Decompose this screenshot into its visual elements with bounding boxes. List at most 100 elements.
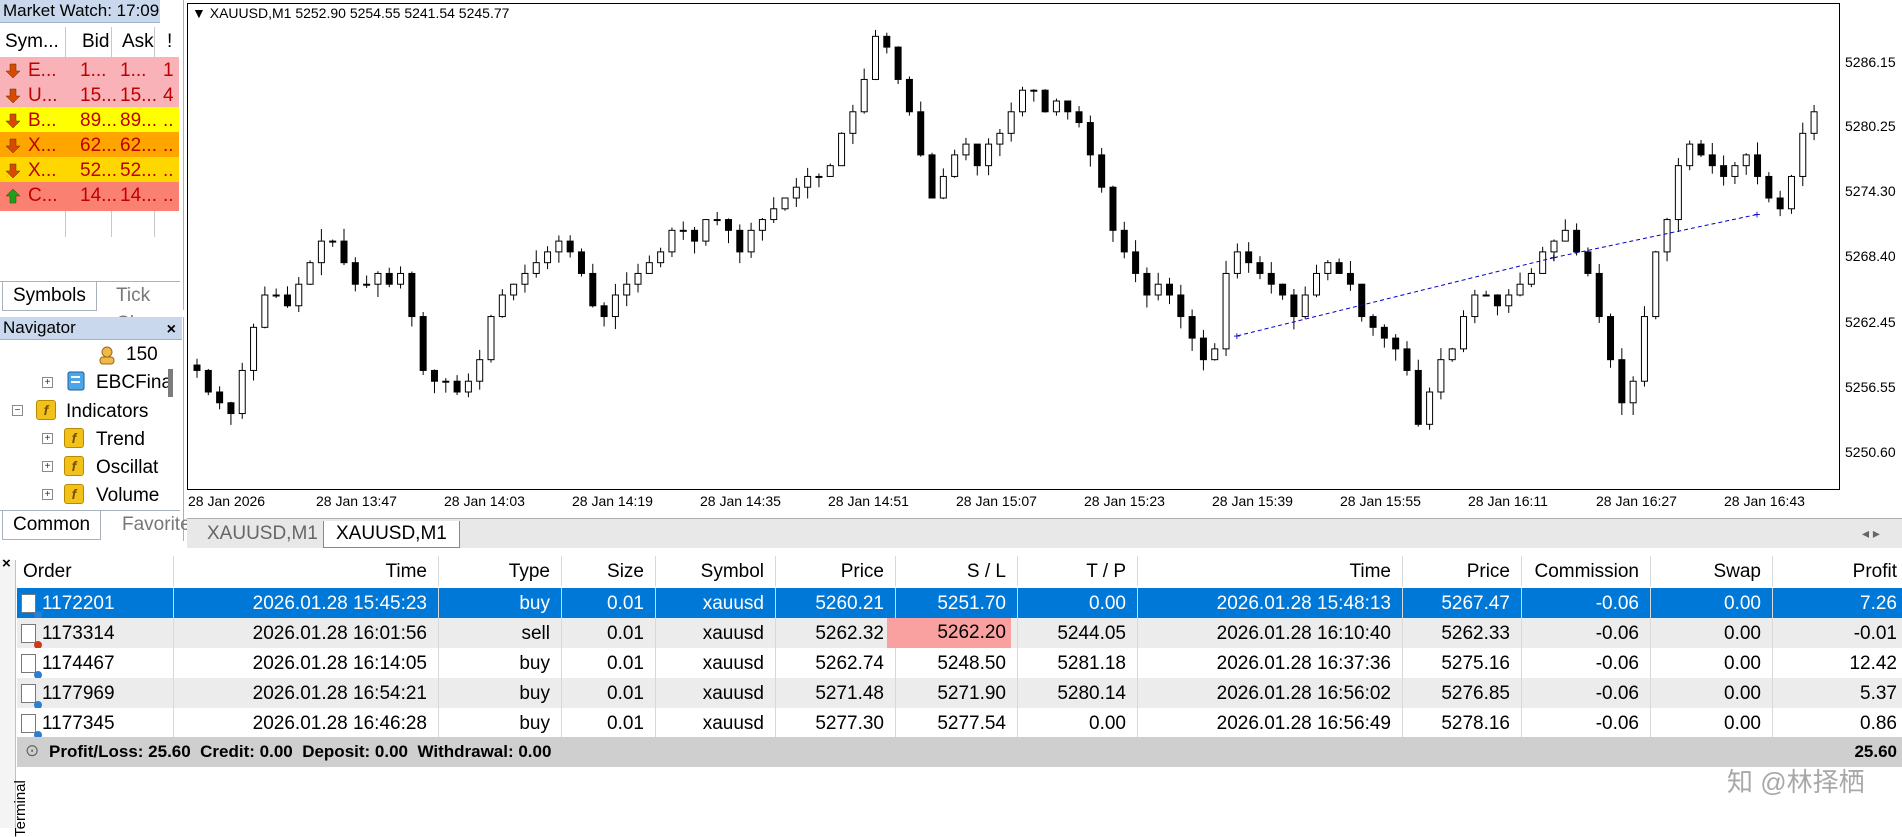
- column-header[interactable]: Profit: [1852, 561, 1897, 582]
- column-header[interactable]: Swap: [1713, 561, 1761, 582]
- candle: [340, 228, 348, 266]
- table-row[interactable]: 1177345 2026.01.28 16:46:28 buy 0.01 xauusd 5…: [17, 708, 1902, 739]
- candle: [464, 373, 472, 398]
- nav-item-server[interactable]: EBCFina: [96, 372, 173, 393]
- arrow-down-icon: [5, 113, 21, 129]
- chart-tab-2[interactable]: XAUUSD,M1: [323, 521, 460, 548]
- nav-item-volumes[interactable]: Volume: [96, 485, 160, 506]
- cell-time2: 2026.01.28 16:37:36: [1216, 653, 1391, 674]
- candle: [1098, 148, 1106, 193]
- candle: [487, 314, 495, 363]
- table-row[interactable]: 1173314 2026.01.28 16:01:56 sell 0.01 xauusd…: [17, 618, 1902, 649]
- candle: [600, 302, 608, 327]
- col-symbol[interactable]: Sym...: [5, 31, 59, 52]
- column-header[interactable]: Time: [385, 561, 427, 582]
- candle: [1516, 272, 1524, 297]
- candle: [770, 197, 778, 223]
- market-watch-row[interactable]: E... 1... 1... 1: [0, 57, 179, 86]
- column-header[interactable]: Symbol: [700, 561, 764, 582]
- mw-bid: 1...: [80, 60, 107, 81]
- navigator-close-icon[interactable]: ×: [166, 321, 176, 338]
- column-header[interactable]: T / P: [1086, 561, 1126, 582]
- cell-time: 2026.01.28 15:45:23: [252, 593, 427, 614]
- candle: [1392, 334, 1400, 361]
- market-watch-row[interactable]: B... 89... 89.....: [0, 107, 179, 136]
- candle: [1731, 162, 1739, 185]
- cell-symbol: xauusd: [702, 623, 764, 644]
- col-spread[interactable]: !: [167, 31, 173, 52]
- candle: [430, 369, 438, 394]
- column-header[interactable]: Size: [607, 561, 644, 582]
- candle: [804, 167, 812, 199]
- cell-tp: 5280.14: [1057, 683, 1126, 704]
- cell-swap: 0.00: [1724, 683, 1761, 704]
- cell-order: 1173314: [42, 623, 115, 644]
- nav-item-oscillators[interactable]: Oscillat: [96, 457, 159, 478]
- table-row[interactable]: 1172201 2026.01.28 15:45:23 buy 0.01 xauusd 5…: [17, 588, 1902, 619]
- chart-tab-1[interactable]: XAUUSD,M1: [207, 523, 318, 544]
- price-chart[interactable]: + + +: [188, 4, 1839, 489]
- column-header[interactable]: Order: [23, 561, 72, 582]
- expand-icon[interactable]: +: [42, 489, 53, 500]
- candle: [283, 286, 291, 308]
- x-tick-label: 28 Jan 16:11: [1468, 493, 1548, 509]
- col-ask[interactable]: Ask: [122, 31, 154, 52]
- tab-tick-chart[interactable]: Tick Cha: [116, 285, 151, 334]
- candle: [860, 68, 868, 114]
- tab-symbols[interactable]: Symbols: [2, 282, 97, 311]
- chart-plot-frame[interactable]: [187, 3, 1840, 490]
- column-header[interactable]: Type: [508, 561, 550, 582]
- table-row[interactable]: 1174467 2026.01.28 16:14:05 buy 0.01 xauusd 5…: [17, 648, 1902, 679]
- market-watch-row[interactable]: U... 15... 15... 4: [0, 82, 179, 111]
- terminal-close-icon[interactable]: ×: [2, 555, 11, 572]
- nav-item-account[interactable]: 150: [126, 344, 158, 365]
- candle: [928, 152, 936, 199]
- chart-area[interactable]: [187, 0, 1902, 518]
- market-watch-row[interactable]: X... 52... 52.....: [0, 157, 179, 186]
- tab-scroll-arrows[interactable]: ◂ ▸: [1862, 525, 1880, 541]
- mw-ask: 15...: [120, 85, 157, 106]
- candle: [1629, 376, 1637, 416]
- market-watch-row[interactable]: C... 14... 14.....: [0, 182, 179, 211]
- mw-ask: 89...: [120, 110, 157, 131]
- candle: [1584, 247, 1592, 277]
- tab-favorites[interactable]: Favorite: [122, 514, 191, 535]
- expand-icon[interactable]: +: [42, 461, 53, 472]
- candle: [758, 217, 766, 241]
- expand-icon[interactable]: +: [42, 433, 53, 444]
- column-header[interactable]: S / L: [966, 561, 1006, 582]
- expand-icon[interactable]: +: [42, 377, 53, 388]
- column-header[interactable]: Price: [1466, 561, 1510, 582]
- nav-item-indicators[interactable]: Indicators: [66, 401, 149, 422]
- x-tick-label: 28 Jan 14:35: [700, 493, 781, 509]
- collapse-icon[interactable]: −: [12, 405, 23, 416]
- candle: [939, 168, 947, 200]
- cell-price2: 5267.47: [1441, 593, 1510, 614]
- column-header[interactable]: Commission: [1534, 561, 1639, 582]
- navigator-title: Navigator ×: [0, 317, 182, 340]
- candle: [1550, 239, 1558, 262]
- navigator-title-text: Navigator: [3, 318, 76, 337]
- market-watch-row[interactable]: X... 62... 62.....: [0, 132, 179, 161]
- candle: [498, 289, 506, 318]
- cell-time2: 2026.01.28 16:10:40: [1216, 623, 1391, 644]
- y-tick-label: 5280.25: [1845, 118, 1896, 134]
- chart-menu-icon[interactable]: ▼: [192, 5, 210, 21]
- candle: [1403, 341, 1411, 376]
- column-header[interactable]: Time: [1349, 561, 1391, 582]
- candle: [623, 272, 631, 307]
- candle: [645, 255, 653, 274]
- navigator-scrollbar[interactable]: [168, 369, 173, 397]
- candle: [1211, 343, 1219, 361]
- table-row[interactable]: 1177969 2026.01.28 16:54:21 buy 0.01 xauusd 5…: [17, 678, 1902, 709]
- candle: [1640, 306, 1648, 387]
- candle: [724, 218, 732, 244]
- candle: [555, 235, 563, 263]
- col-bid[interactable]: Bid: [82, 31, 110, 52]
- nav-item-trend[interactable]: Trend: [96, 429, 145, 450]
- candle: [193, 358, 201, 378]
- tab-common[interactable]: Common: [2, 511, 102, 540]
- candle: [397, 266, 405, 289]
- column-header[interactable]: Price: [840, 561, 884, 582]
- candle: [521, 264, 529, 293]
